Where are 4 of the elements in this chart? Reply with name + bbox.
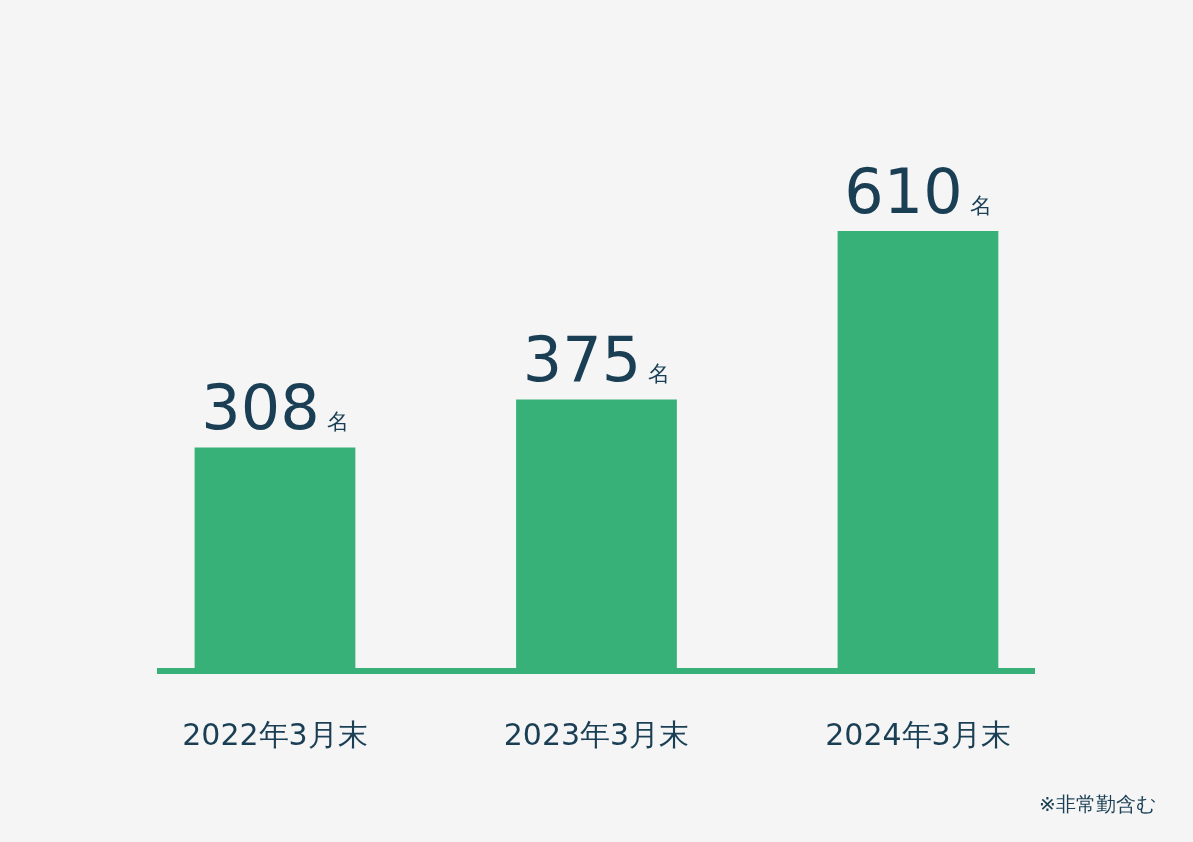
x-tick-label: 2023年3月末 bbox=[503, 717, 690, 752]
text: ※非常勤含む bbox=[1039, 792, 1156, 816]
x-tick-label: 2024年3月末 bbox=[825, 717, 1011, 752]
x-tick-label: 2022年3月末 bbox=[182, 717, 368, 752]
